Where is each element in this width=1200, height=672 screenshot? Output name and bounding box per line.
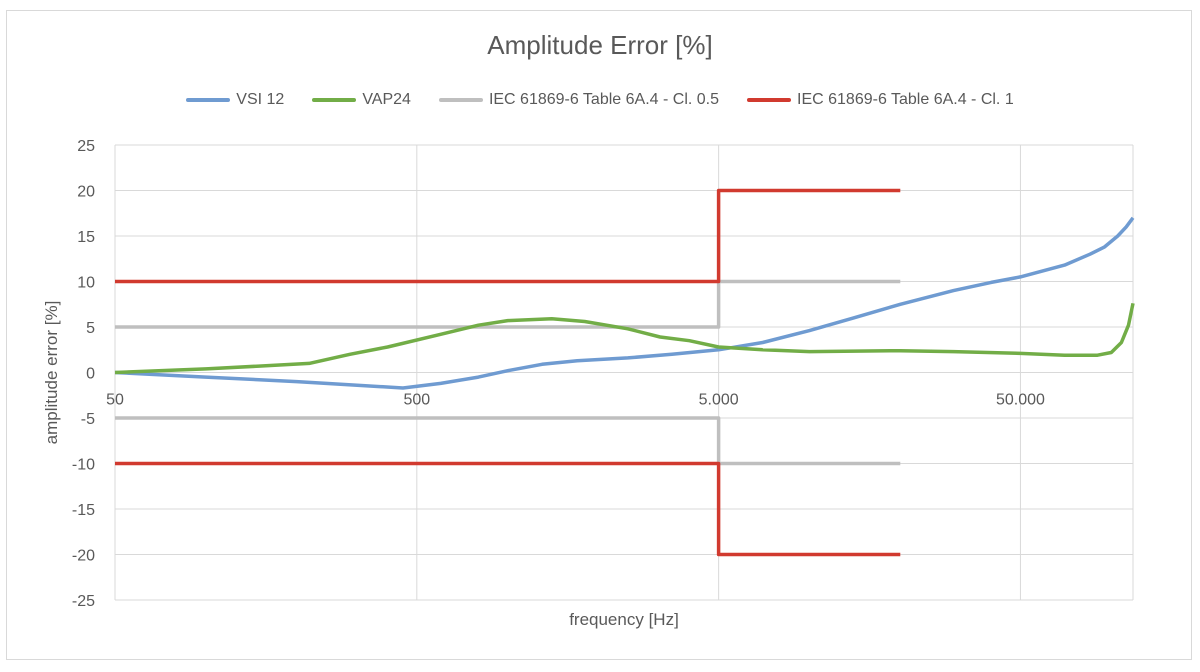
chart-legend: VSI 12 VAP24 IEC 61869-6 Table 6A.4 - Cl… (0, 89, 1200, 111)
chart-title: Amplitude Error [%] (487, 30, 713, 60)
y-tick-label: -15 (72, 502, 95, 519)
legend-label-iec-cl05: IEC 61869-6 Table 6A.4 - Cl. 0.5 (488, 91, 719, 108)
legend-swatch-vsi12 (186, 98, 231, 102)
legend-item-iec-cl1: IEC 61869-6 Table 6A.4 - Cl. 1 (747, 91, 1014, 109)
series-lines (114, 188, 1135, 557)
legend-label-iec-cl1: IEC 61869-6 Table 6A.4 - Cl. 1 (797, 91, 1014, 108)
legend-item-vap24: VAP24 (312, 91, 411, 109)
x-tick-labels: 50 500 5.000 50.000 (106, 392, 1045, 409)
legend-label-vap24: VAP24 (362, 91, 411, 108)
y-tick-labels: 25 20 15 10 5 0 -5 -10 -15 -20 -25 (72, 138, 95, 610)
x-tick-label: 5.000 (699, 392, 739, 409)
series-line-iec-61869-6-table-6a-4-cl-0-5 (115, 279, 901, 329)
legend-swatch-iec-cl1 (747, 98, 791, 102)
y-tick-label: -5 (81, 411, 95, 428)
legend-item-iec-cl05: IEC 61869-6 Table 6A.4 - Cl. 0.5 (438, 91, 719, 109)
x-axis-title: frequency [Hz] (569, 610, 679, 629)
y-tick-label: 5 (86, 320, 95, 337)
y-tick-label: 0 (86, 366, 95, 383)
y-tick-label: -10 (72, 457, 95, 474)
legend-swatch-vap24 (312, 98, 357, 102)
y-axis-title: amplitude error [%] (42, 301, 61, 445)
y-tick-label: -25 (72, 593, 95, 610)
y-tick-label: 10 (77, 275, 95, 292)
legend-label-vsi12: VSI 12 (236, 91, 285, 108)
series-line-vap24 (114, 302, 1135, 375)
y-tick-label: -20 (72, 548, 95, 565)
x-tick-label: 50 (106, 392, 124, 409)
chart-frame (6, 10, 1192, 660)
series-line-iec-61869-6-table-6a-4-cl-1 (115, 461, 901, 557)
series-line-iec-61869-6-table-6a-4-cl-1 (115, 188, 901, 284)
series-line-vsi-12 (114, 216, 1135, 390)
series-line-iec-61869-6-table-6a-4-cl-0-5 (115, 416, 901, 466)
x-tick-label: 50.000 (996, 392, 1045, 409)
grid-lines (114, 144, 1134, 601)
y-tick-label: 20 (77, 184, 95, 201)
y-tick-label: 15 (77, 229, 95, 246)
y-tick-label: 25 (77, 138, 95, 155)
x-tick-label: 500 (403, 392, 430, 409)
legend-item-vsi12: VSI 12 (186, 91, 284, 109)
legend-swatch-iec-cl05 (438, 98, 483, 102)
